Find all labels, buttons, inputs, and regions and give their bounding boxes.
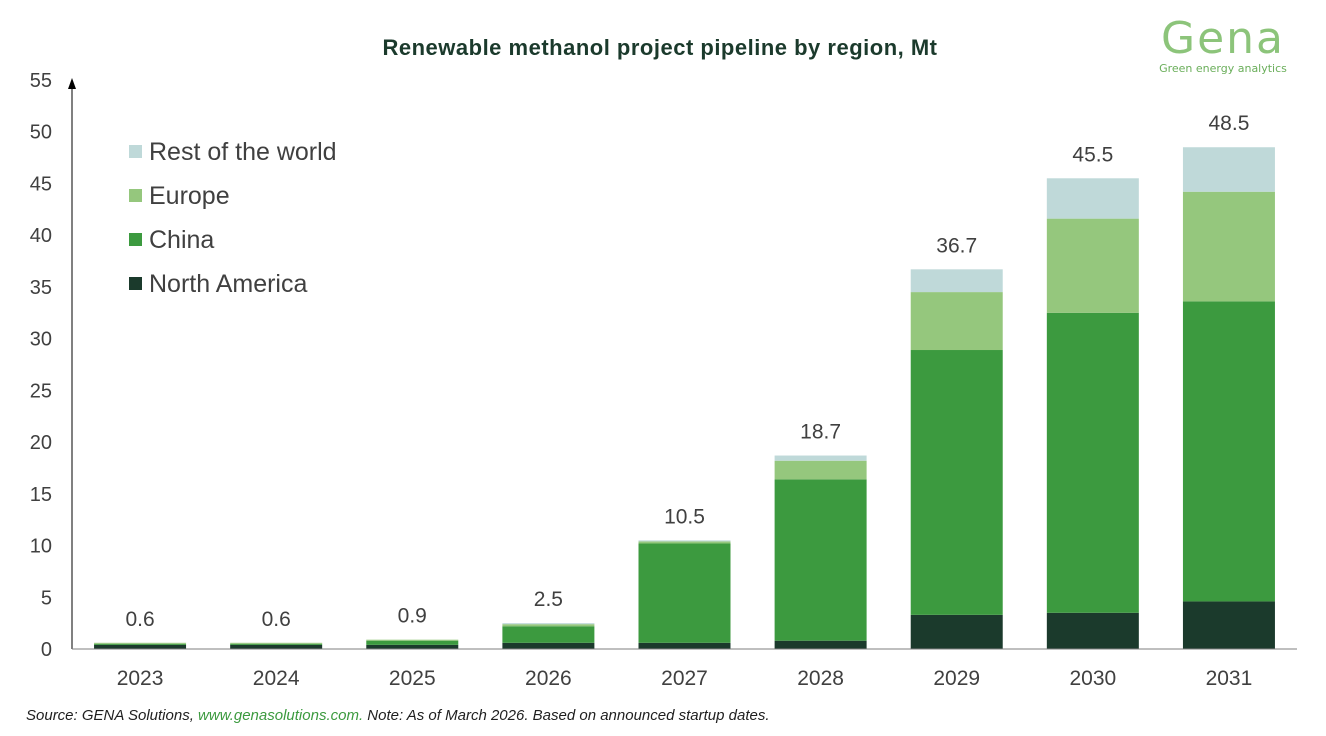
x-tick-label: 2026 bbox=[525, 667, 572, 690]
bar-segment-china bbox=[774, 479, 867, 641]
bar-segment-china bbox=[366, 640, 459, 645]
source-suffix: Note: As of March 2026. Based on announc… bbox=[363, 707, 770, 724]
bar-segment-china bbox=[1046, 312, 1139, 613]
x-tick-label: 2025 bbox=[389, 667, 436, 690]
y-tick-label: 5 bbox=[41, 587, 52, 609]
bar-segment-rest-of-the-world bbox=[1182, 147, 1275, 192]
y-axis-arrow bbox=[68, 78, 76, 89]
bar-segment-north-america bbox=[638, 642, 731, 649]
total-labels: 0.6 0.6 0.9 2.5 10.5 18.7 36.7 45.5 48.5 bbox=[125, 112, 1249, 631]
bar-segment-north-america bbox=[1182, 601, 1275, 649]
bar-segment-north-america bbox=[910, 614, 1003, 649]
bar-segment-china bbox=[910, 350, 1003, 615]
bar-segment-china bbox=[502, 626, 595, 643]
total-label: 2.5 bbox=[534, 588, 563, 611]
x-tick-label: 2031 bbox=[1206, 667, 1253, 690]
total-label: 48.5 bbox=[1209, 112, 1250, 135]
chart-title: Renewable methanol project pipeline by r… bbox=[382, 35, 937, 60]
y-tick-label: 40 bbox=[30, 225, 52, 247]
bar-segment-rest-of-the-world bbox=[638, 540, 731, 542]
legend-label: Europe bbox=[149, 182, 230, 210]
logo-wordmark: Gena bbox=[1160, 13, 1285, 64]
y-tick-label: 10 bbox=[30, 536, 52, 558]
x-tick-label: 2029 bbox=[933, 667, 980, 690]
total-label: 45.5 bbox=[1072, 143, 1113, 166]
bar-segment-rest-of-the-world bbox=[910, 269, 1003, 293]
logo-tagline: Green energy analytics bbox=[1159, 62, 1287, 75]
x-axis: 2023 2024 2025 2026 2027 2028 2029 2030 2031 bbox=[72, 648, 1297, 690]
bar-segment-europe bbox=[638, 541, 731, 544]
legend-swatch bbox=[129, 233, 142, 246]
bar-segment-europe bbox=[366, 639, 459, 641]
source-note: Source: GENA Solutions, www.genasolution… bbox=[26, 707, 770, 724]
bar-segment-north-america bbox=[502, 642, 595, 649]
x-tick-label: 2027 bbox=[661, 667, 708, 690]
total-label: 10.5 bbox=[664, 505, 705, 528]
bar-segment-rest-of-the-world bbox=[502, 623, 595, 625]
bar-segment-rest-of-the-world bbox=[774, 455, 867, 461]
gena-logo: Gena Green energy analytics bbox=[1143, 13, 1303, 76]
bar-segment-europe bbox=[910, 292, 1003, 351]
bar-segment-china bbox=[638, 543, 731, 643]
y-tick-label: 15 bbox=[30, 484, 52, 506]
total-label: 36.7 bbox=[936, 234, 977, 257]
x-tick-label: 2028 bbox=[797, 667, 844, 690]
bar-segment-europe bbox=[230, 642, 323, 644]
total-label: 18.7 bbox=[800, 421, 841, 444]
y-tick-label: 30 bbox=[30, 329, 52, 351]
legend-swatch bbox=[129, 277, 142, 290]
bar-segment-north-america bbox=[774, 640, 867, 649]
total-label: 0.6 bbox=[262, 608, 291, 631]
source-link[interactable]: www.genasolutions.com. bbox=[198, 707, 364, 724]
y-tick-label: 45 bbox=[30, 173, 52, 195]
x-tick-label: 2024 bbox=[253, 667, 300, 690]
y-tick-label: 0 bbox=[41, 639, 52, 661]
legend-label: North America bbox=[149, 270, 307, 298]
bar-segment-north-america bbox=[230, 644, 323, 649]
bar-segment-europe bbox=[502, 624, 595, 627]
y-tick-label: 20 bbox=[30, 432, 52, 454]
y-axis: 0 5 10 15 20 25 30 35 40 45 50 55 bbox=[30, 70, 76, 661]
bar-segment-europe bbox=[1046, 218, 1139, 313]
legend-swatch bbox=[129, 189, 142, 202]
bar-segment-north-america bbox=[1046, 612, 1139, 649]
legend-label: Rest of the world bbox=[149, 138, 337, 166]
legend-swatch bbox=[129, 145, 142, 158]
bar-segment-rest-of-the-world bbox=[1046, 178, 1139, 219]
y-tick-label: 25 bbox=[30, 380, 52, 402]
bar-segment-north-america bbox=[366, 644, 459, 649]
x-tick-label: 2030 bbox=[1069, 667, 1116, 690]
bar-segment-china bbox=[230, 643, 323, 645]
y-tick-label: 55 bbox=[30, 70, 52, 92]
total-label: 0.9 bbox=[398, 605, 427, 628]
bar-segment-china bbox=[1182, 301, 1275, 602]
bar-segment-north-america bbox=[94, 644, 187, 649]
total-label: 0.6 bbox=[125, 608, 154, 631]
y-tick-label: 35 bbox=[30, 277, 52, 299]
bars bbox=[94, 147, 1275, 649]
legend: Rest of the world Europe China North Americ… bbox=[129, 138, 337, 298]
bar-segment-europe bbox=[1182, 191, 1275, 302]
bar-segment-europe bbox=[94, 642, 187, 644]
bar-segment-china bbox=[94, 643, 187, 645]
legend-label: China bbox=[149, 226, 214, 254]
bar-segment-europe bbox=[774, 460, 867, 480]
source-prefix: Source: GENA Solutions, bbox=[26, 707, 199, 724]
x-tick-label: 2023 bbox=[117, 667, 164, 690]
y-tick-label: 50 bbox=[30, 122, 52, 144]
